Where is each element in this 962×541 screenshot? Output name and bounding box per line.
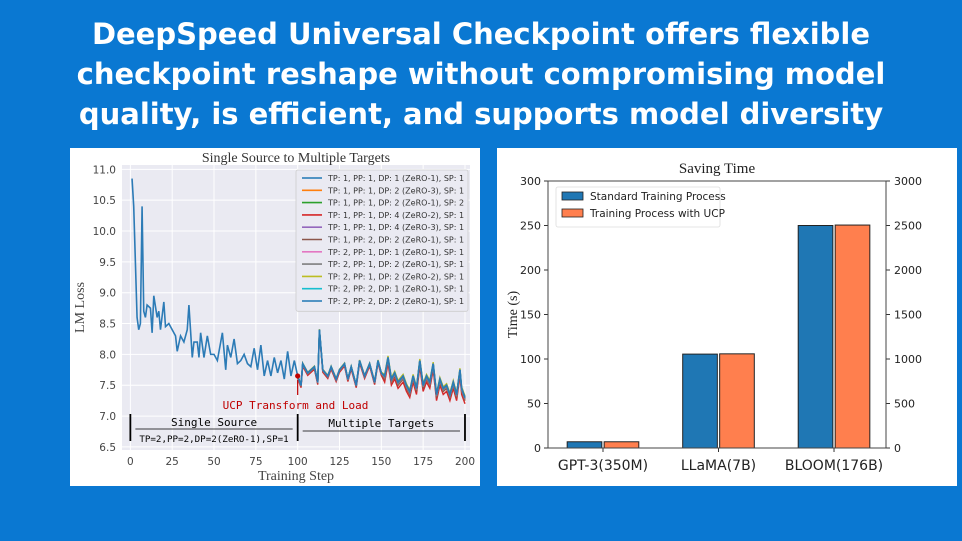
single-source-label: Single Source bbox=[171, 416, 257, 429]
legend-label: TP: 1, PP: 1, DP: 2 (ZeRO-1), SP: 2 bbox=[327, 199, 464, 208]
saving-time-chart-panel: Saving Time 0 50 100 150 200 250 300 0 500 1000 150… bbox=[497, 148, 957, 486]
y-tick-label: 6.5 bbox=[99, 442, 116, 454]
x-tick-label: 25 bbox=[166, 456, 179, 468]
single-source-config: TP=2,PP=2,DP=2(ZeRO-1),SP=1 bbox=[139, 434, 288, 445]
legend-label: TP: 1, PP: 1, DP: 4 (ZeRO-3), SP: 1 bbox=[327, 223, 464, 232]
saving-time-chart: Saving Time05010015020025030005001000150… bbox=[506, 161, 922, 474]
y-tick-label: 0 bbox=[534, 442, 541, 455]
bar bbox=[603, 441, 640, 449]
legend-swatch bbox=[561, 208, 584, 218]
x-tick-label: GPT-3(350M) bbox=[558, 458, 648, 474]
y-tick-label: 250 bbox=[520, 220, 541, 233]
bar bbox=[834, 224, 871, 449]
secondary-y-tick-label: 1000 bbox=[894, 353, 922, 366]
chart-title: Saving Time bbox=[679, 161, 756, 177]
y-tick-label: 200 bbox=[520, 264, 541, 277]
x-tick-label: 200 bbox=[455, 456, 475, 468]
legend-label: TP: 2, PP: 1, DP: 1 (ZeRO-1), SP: 1 bbox=[327, 248, 464, 257]
bar bbox=[719, 353, 755, 449]
y-tick-label: 50 bbox=[527, 398, 541, 411]
y-tick-label: 8.5 bbox=[99, 319, 116, 331]
x-tick-label: 175 bbox=[413, 456, 433, 468]
y-tick-label: 300 bbox=[520, 175, 541, 188]
secondary-y-tick-label: 2000 bbox=[894, 264, 922, 277]
legend-swatch bbox=[561, 191, 584, 201]
x-tick-label: LLaMA(7B) bbox=[681, 458, 756, 474]
x-tick-label: 150 bbox=[371, 456, 391, 468]
source-series-line bbox=[131, 178, 466, 398]
y-tick-label: 10.0 bbox=[93, 226, 116, 238]
secondary-y-tick-label: 0 bbox=[894, 442, 901, 455]
legend-box bbox=[295, 169, 469, 312]
plot-frame bbox=[547, 180, 887, 449]
title-line: checkpoint reshape without compromising … bbox=[76, 57, 886, 91]
legend-label: TP: 2, PP: 1, DP: 2 (ZeRO-2), SP: 1 bbox=[327, 272, 464, 281]
x-tick-label: 125 bbox=[329, 456, 349, 468]
loss-chart: 0 25 50 75 100 125 150 175 200 6.5 7.0 7.5 8.0 8.5 9.0… bbox=[73, 151, 475, 484]
x-tick-label: 75 bbox=[249, 456, 262, 468]
y-tick-label: 7.0 bbox=[99, 411, 116, 423]
title-line: DeepSpeed Universal Checkpoint offers fl… bbox=[91, 17, 871, 51]
legend-label: Standard Training Process bbox=[590, 191, 726, 203]
y-axis-label: Time (s) bbox=[506, 291, 521, 339]
chart-title: Single Source to Multiple Targets bbox=[202, 151, 390, 166]
legend-label: TP: 2, PP: 2, DP: 2 (ZeRO-1), SP: 1 bbox=[327, 297, 464, 306]
legend-label: TP: 1, PP: 1, DP: 2 (ZeRO-3), SP: 1 bbox=[327, 186, 464, 195]
y-tick-label: 7.5 bbox=[99, 380, 116, 392]
secondary-y-tick-label: 500 bbox=[894, 398, 915, 411]
secondary-y-tick-label: 1500 bbox=[894, 309, 922, 322]
transform-point bbox=[295, 373, 301, 379]
transform-label: UCP Transform and Load bbox=[223, 399, 369, 412]
y-tick-label: 8.0 bbox=[99, 349, 116, 361]
y-tick-label: 100 bbox=[520, 353, 541, 366]
bar bbox=[797, 225, 834, 449]
legend-label: Training Process with UCP bbox=[589, 208, 725, 220]
legend-label: TP: 1, PP: 1, DP: 1 (ZeRO-1), SP: 1 bbox=[327, 174, 464, 183]
x-tick-label: BLOOM(176B) bbox=[785, 458, 883, 474]
secondary-y-tick-label: 3000 bbox=[894, 175, 922, 188]
bar bbox=[566, 441, 603, 449]
y-tick-label: 9.0 bbox=[99, 288, 116, 300]
multiple-targets-label: Multiple Targets bbox=[328, 417, 434, 430]
x-tick-label: 50 bbox=[207, 456, 220, 468]
slide-title: DeepSpeed Universal Checkpoint offers fl… bbox=[0, 14, 962, 134]
secondary-y-tick-label: 2500 bbox=[894, 220, 922, 233]
title-line: quality, is efficient, and supports mode… bbox=[78, 97, 884, 131]
legend-box bbox=[555, 186, 721, 228]
x-axis-label: Training Step bbox=[258, 469, 334, 484]
legend-label: TP: 1, PP: 2, DP: 2 (ZeRO-1), SP: 1 bbox=[327, 236, 464, 245]
legend-label: TP: 2, PP: 2, DP: 1 (ZeRO-1), SP: 1 bbox=[327, 285, 464, 294]
legend-label: TP: 2, PP: 1, DP: 2 (ZeRO-1), SP: 1 bbox=[327, 260, 464, 269]
x-tick-label: 100 bbox=[288, 456, 308, 468]
loss-chart-panel: 0 25 50 75 100 125 150 175 200 6.5 7.0 7.5 8.0 8.5 9.0… bbox=[70, 148, 480, 486]
legend-label: TP: 1, PP: 1, DP: 4 (ZeRO-2), SP: 1 bbox=[327, 211, 464, 220]
y-tick-label: 9.5 bbox=[99, 257, 116, 269]
y-tick-label: 150 bbox=[520, 309, 541, 322]
x-tick-label: 0 bbox=[127, 456, 134, 468]
bar bbox=[682, 353, 718, 449]
y-tick-label: 10.5 bbox=[93, 195, 116, 207]
y-tick-label: 11.0 bbox=[93, 164, 116, 176]
y-axis-label: LM Loss bbox=[73, 282, 88, 333]
